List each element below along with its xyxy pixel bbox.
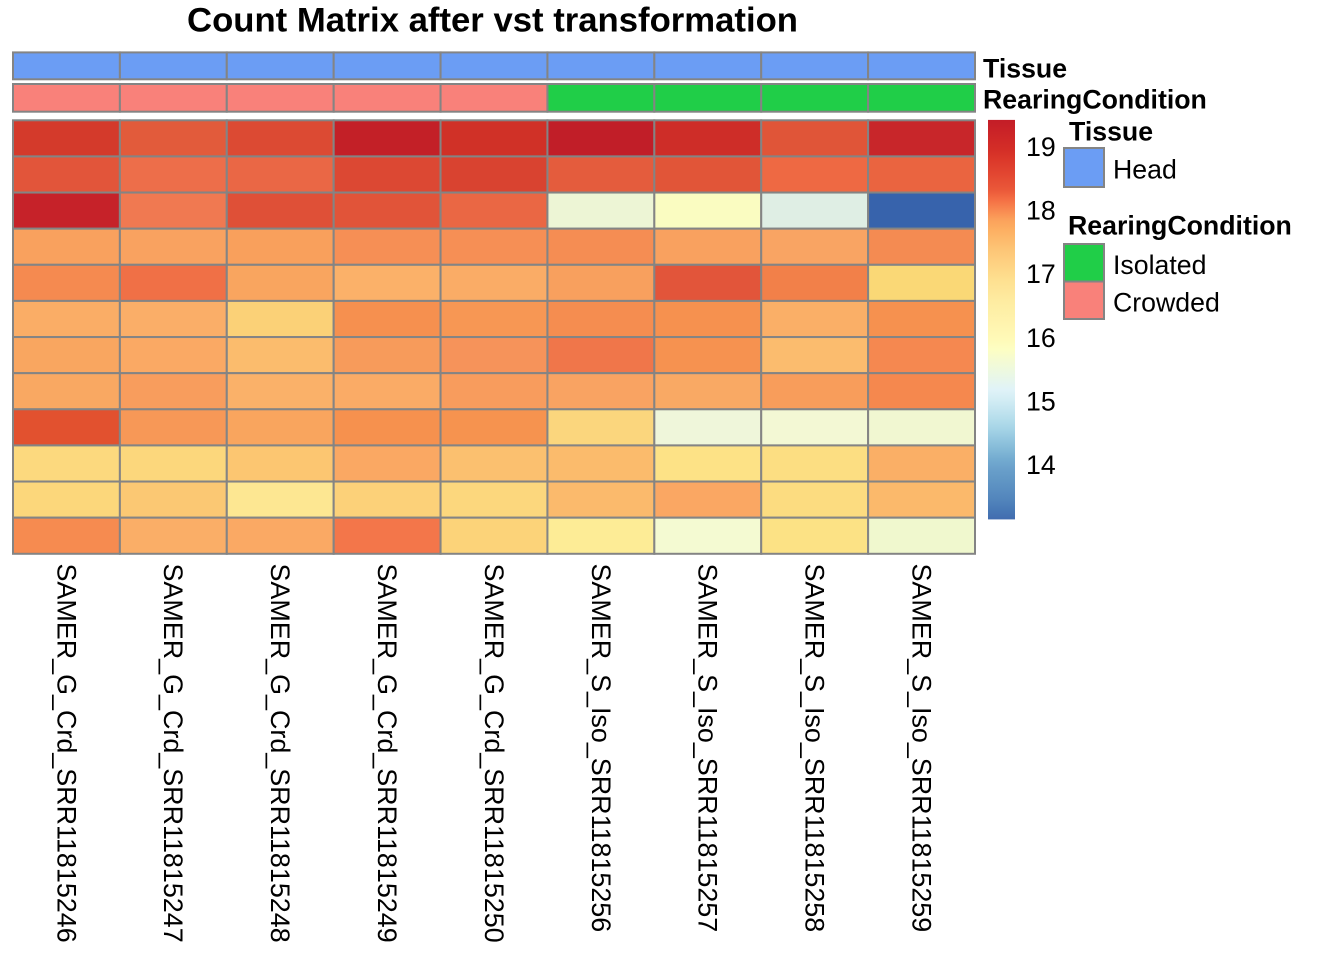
svg-text:SAMER_G_Crd_SRR11815249: SAMER_G_Crd_SRR11815249	[372, 564, 402, 943]
svg-text:Tissue: Tissue	[983, 53, 1067, 83]
svg-text:Crowded: Crowded	[1113, 287, 1220, 317]
svg-text:Isolated: Isolated	[1113, 250, 1206, 280]
svg-text:SAMER_S_Iso_SRR11815257: SAMER_S_Iso_SRR11815257	[693, 564, 723, 933]
svg-text:RearingCondition: RearingCondition	[1068, 211, 1292, 241]
svg-text:SAMER_G_Crd_SRR11815250: SAMER_G_Crd_SRR11815250	[479, 564, 509, 943]
svg-text:Count Matrix after vst transfo: Count Matrix after vst transformation	[187, 2, 798, 40]
svg-text:SAMER_S_Iso_SRR11815256: SAMER_S_Iso_SRR11815256	[586, 564, 616, 933]
svg-text:SAMER_G_Crd_SRR11815247: SAMER_G_Crd_SRR11815247	[158, 564, 188, 943]
svg-text:15: 15	[1026, 386, 1056, 416]
svg-text:SAMER_G_Crd_SRR11815246: SAMER_G_Crd_SRR11815246	[51, 564, 81, 943]
svg-text:RearingCondition: RearingCondition	[983, 84, 1207, 114]
svg-text:17: 17	[1026, 259, 1056, 289]
svg-text:Head: Head	[1113, 155, 1177, 185]
svg-text:18: 18	[1026, 196, 1056, 226]
svg-text:19: 19	[1026, 132, 1056, 162]
svg-text:16: 16	[1026, 323, 1056, 353]
svg-text:SAMER_S_Iso_SRR11815258: SAMER_S_Iso_SRR11815258	[800, 564, 830, 933]
svg-text:SAMER_S_Iso_SRR11815259: SAMER_S_Iso_SRR11815259	[906, 564, 936, 933]
svg-text:Tissue: Tissue	[1069, 117, 1153, 147]
svg-text:14: 14	[1026, 450, 1056, 480]
svg-text:SAMER_G_Crd_SRR11815248: SAMER_G_Crd_SRR11815248	[265, 564, 295, 943]
